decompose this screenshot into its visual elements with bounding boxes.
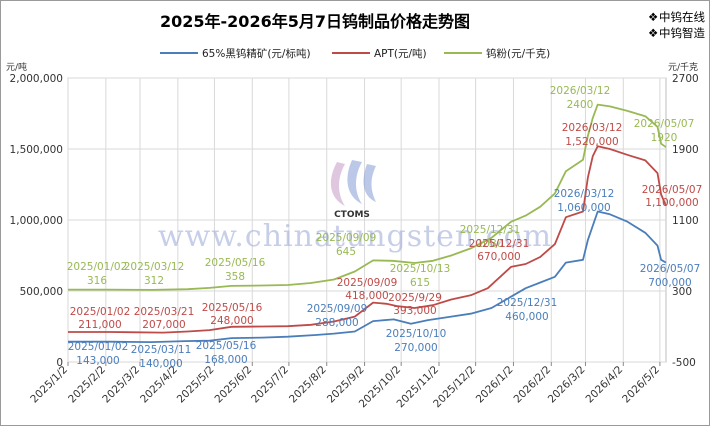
left-tick-label: 1,000,000 xyxy=(10,215,63,227)
annotation-value: 143,000 xyxy=(76,355,119,367)
series-line-apt xyxy=(68,145,667,334)
left-tick-label: 500,000 xyxy=(20,286,63,298)
annotation-value: 615 xyxy=(410,277,430,289)
annotation-date: 2025/9/29 xyxy=(388,292,442,304)
annotations: 2025/01/02 316 2025/03/12 312 2025/05/16 358 2… xyxy=(67,85,703,370)
watermark-logo-text: CTOMS xyxy=(334,210,370,220)
annotation-date: 2025/01/02 xyxy=(70,306,131,318)
annotation-value: 700,000 xyxy=(648,277,691,289)
annotation-value: 1,520,000 xyxy=(565,136,618,148)
annotation-date: 2025/03/12 xyxy=(124,261,185,273)
annotation-value: 2400 xyxy=(567,99,594,111)
right-tick-label: 300 xyxy=(672,286,692,298)
brand-block: ❖ 中钨在线 ❖ 中钨智造 xyxy=(648,10,705,40)
annotation-value: 168,000 xyxy=(204,354,247,366)
annotation-value: 1,100,000 xyxy=(645,197,698,209)
brand-line-1: 中钨在线 xyxy=(659,10,705,24)
series-line-powder xyxy=(68,103,667,291)
annotation-date: 2025/03/11 xyxy=(131,344,192,356)
annotation-date: 2026/05/07 xyxy=(640,263,701,275)
annotation-date: 2025/05/16 xyxy=(202,302,263,314)
annotation-date: 2026/03/12 xyxy=(554,188,615,200)
chart-title: 2025年-2026年5月7日钨制品价格走势图 xyxy=(160,12,470,31)
annotation-date: 2026/05/07 xyxy=(642,184,703,196)
annotation-date: 2025/05/16 xyxy=(196,340,257,352)
right-axis-unit: 元/千克 xyxy=(668,62,698,73)
brand-line-2: 中钨智造 xyxy=(659,26,705,40)
legend-label-apt: APT(元/吨) xyxy=(374,47,427,60)
annotation-value: 1920 xyxy=(651,132,678,144)
annotation-date: 2026/03/12 xyxy=(550,85,611,97)
annotation-date: 2026/05/07 xyxy=(634,118,695,130)
annotation-date: 2025/01/02 xyxy=(68,341,129,353)
annotation-value: 1080 xyxy=(477,238,504,250)
annotation-date: 2025/09/09 xyxy=(316,232,377,244)
annotation-date: 2025/12/31 xyxy=(460,224,521,236)
ctoms-logo-icon xyxy=(330,160,376,206)
annotation-date: 2025/10/10 xyxy=(386,328,447,340)
annotation-date: 2025/12/31 xyxy=(497,297,558,309)
annotation-value: 288,000 xyxy=(315,317,358,329)
annotation-value: 393,000 xyxy=(393,305,436,317)
annotation-value: 140,000 xyxy=(139,358,182,370)
annotation-date: 2025/09/09 xyxy=(307,303,368,315)
annotation-date: 2025/03/21 xyxy=(134,306,195,318)
series-line-ore xyxy=(68,210,667,343)
watermark: CTOMS www.chinatungsten.com xyxy=(158,160,552,254)
right-tick-label: -500 xyxy=(672,357,696,369)
annotation-value: 211,000 xyxy=(78,319,121,331)
annotation-value: 460,000 xyxy=(505,311,548,323)
annotation-date: 2025/10/13 xyxy=(390,263,451,275)
annotation-value: 1,060,000 xyxy=(557,202,610,214)
left-axis-unit: 元/吨 xyxy=(6,61,27,73)
annotation-date: 2025/12/31 xyxy=(469,238,530,250)
annotation-value: 270,000 xyxy=(394,342,437,354)
annotation-value: 207,000 xyxy=(142,319,185,331)
annotation-value: 645 xyxy=(336,246,356,258)
annotation-value: 670,000 xyxy=(477,251,520,263)
brand-icon: ❖ xyxy=(648,10,658,24)
legend-label-ore: 65%黑钨精矿(元/标吨) xyxy=(202,47,311,60)
left-tick-label: 0 xyxy=(56,357,63,369)
annotation-value: 418,000 xyxy=(345,290,388,302)
right-tick-label: 1900 xyxy=(672,144,699,156)
left-tick-label: 1,500,000 xyxy=(10,144,63,156)
annotation-date: 2026/03/12 xyxy=(562,122,623,134)
annotation-value: 248,000 xyxy=(210,315,253,327)
watermark-text: www.chinatungsten.com xyxy=(158,219,552,254)
left-tick-label: 2,000,000 xyxy=(10,73,63,85)
brand-icon: ❖ xyxy=(648,26,658,40)
legend-label-powder: 钨粉(元/千克) xyxy=(486,47,550,60)
annotation-value: 312 xyxy=(144,275,164,287)
grid xyxy=(67,77,667,363)
annotation-value: 316 xyxy=(87,275,107,287)
annotation-date: 2025/01/02 xyxy=(67,261,128,273)
right-tick-label: 1100 xyxy=(672,215,699,227)
right-tick-label: 2700 xyxy=(672,73,699,85)
annotation-value: 358 xyxy=(225,271,245,283)
annotation-date: 2025/09/09 xyxy=(337,277,398,289)
series xyxy=(68,103,667,343)
legend: 65%黑钨精矿(元/标吨) APT(元/吨) 钨粉(元/千克) xyxy=(160,47,550,60)
annotation-date: 2025/05/16 xyxy=(205,257,266,269)
